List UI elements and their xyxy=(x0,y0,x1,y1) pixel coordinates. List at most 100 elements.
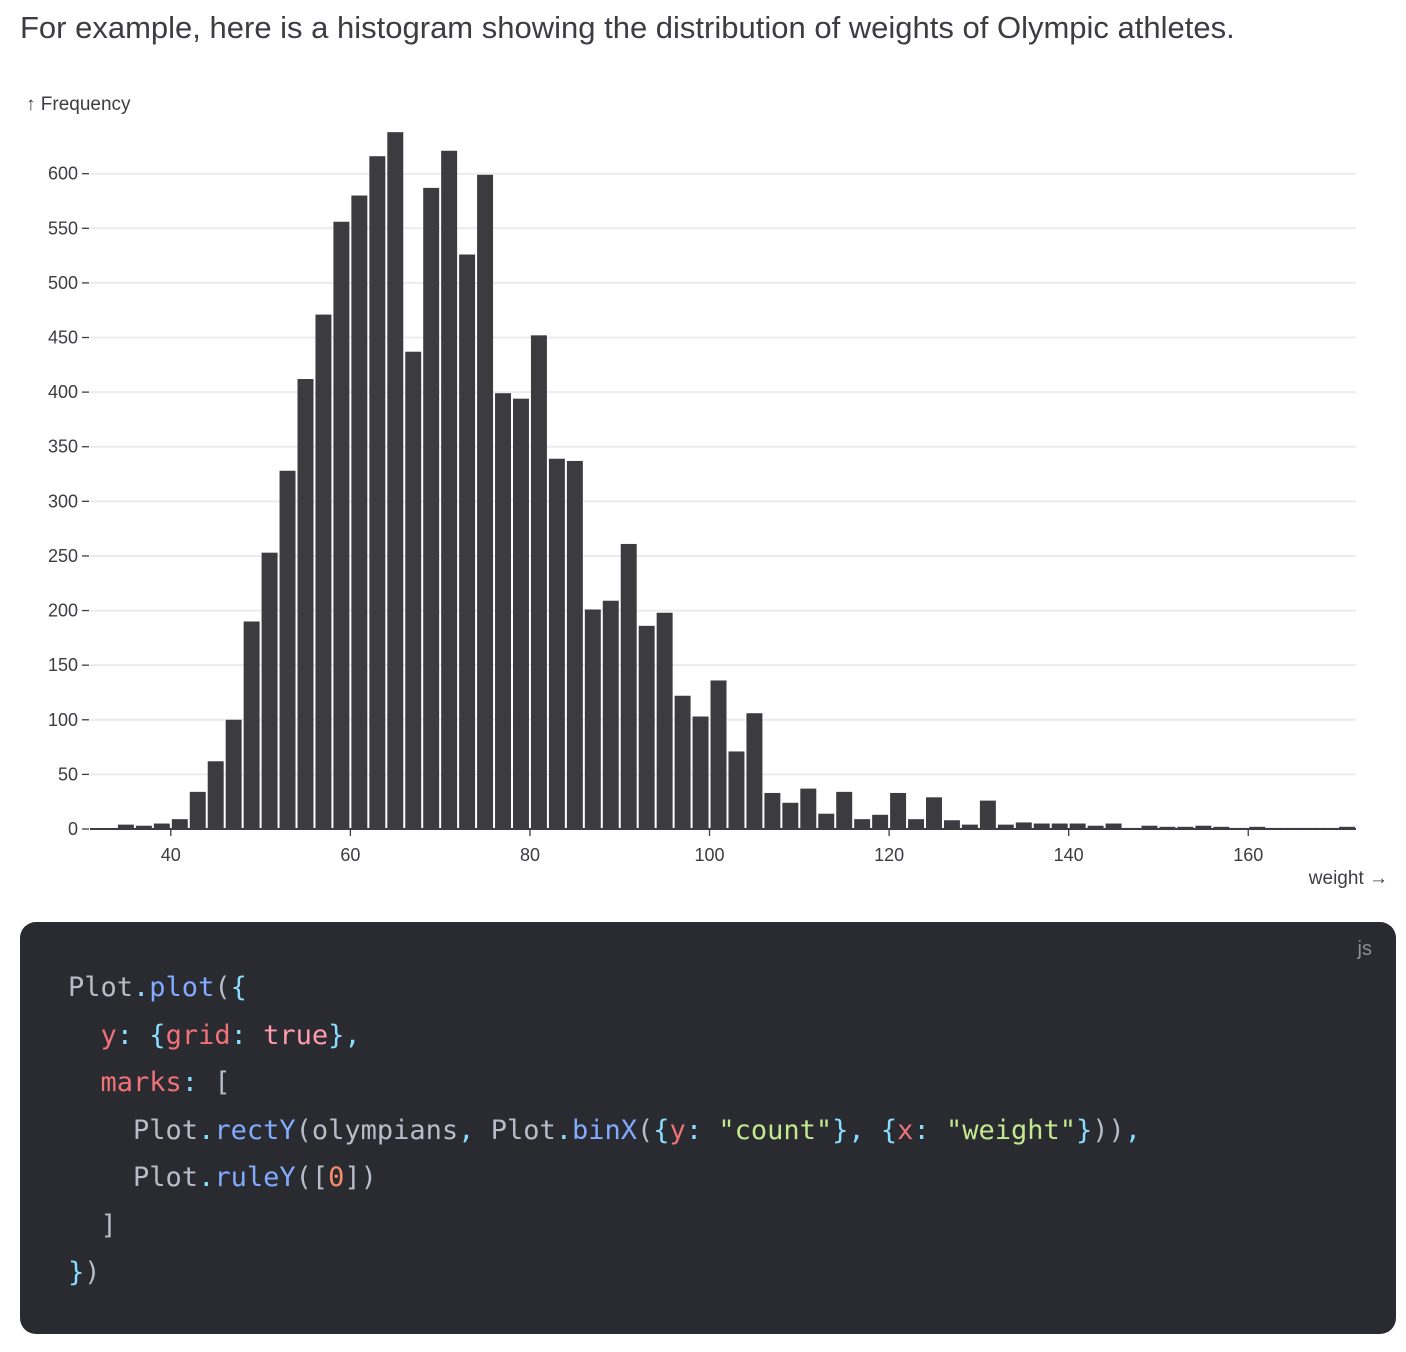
code-token: Plot xyxy=(133,1162,199,1193)
histogram-bar xyxy=(620,543,637,829)
y-tick-label: 150 xyxy=(48,655,78,675)
code-line: ] xyxy=(68,1202,1141,1250)
y-axis: 0 50 100 150 200 250 300 350 400 450 500 550 600 xyxy=(48,164,89,839)
histogram-bar xyxy=(1213,826,1230,829)
histogram-bar xyxy=(1249,826,1266,829)
histogram-bar xyxy=(261,552,278,829)
histogram-bar xyxy=(513,398,529,829)
histogram-bar xyxy=(602,600,619,829)
histogram-bar xyxy=(764,792,781,829)
histogram-bar xyxy=(1105,823,1122,829)
code-token: "weight" xyxy=(945,1114,1076,1146)
histogram-bar xyxy=(997,824,1014,829)
histogram-bar xyxy=(566,460,583,829)
histogram-bar xyxy=(189,791,206,829)
histogram-bar xyxy=(548,458,565,829)
histogram-bar xyxy=(1141,825,1158,829)
histogram-bar xyxy=(530,335,547,829)
code-token: : xyxy=(913,1114,946,1146)
intro-paragraph: For example, here is a histogram showing… xyxy=(20,10,1235,45)
histogram-bar xyxy=(387,132,404,829)
histogram-bar xyxy=(979,800,996,829)
histogram-bar xyxy=(1069,823,1086,829)
histogram-bar xyxy=(1195,825,1212,829)
histogram-bar xyxy=(926,797,942,829)
code-token: )) xyxy=(1092,1114,1125,1146)
code-token: . xyxy=(198,1114,215,1146)
code-token: x xyxy=(897,1114,914,1146)
histogram-bar xyxy=(279,470,296,829)
code-token: : xyxy=(230,1019,264,1051)
code-token xyxy=(68,1210,101,1241)
code-token: . xyxy=(555,1114,572,1146)
code-token: } xyxy=(1076,1114,1093,1146)
code-block[interactable]: js Plot.plot({ y: {grid: true}, marks: [… xyxy=(20,922,1396,1334)
histogram-bar xyxy=(207,761,224,829)
code-language-label: js xyxy=(1357,938,1372,960)
code-token: marks xyxy=(100,1067,182,1098)
code-token: : xyxy=(116,1019,150,1051)
histogram-bar xyxy=(297,379,314,829)
x-tick-label: 120 xyxy=(874,845,904,865)
code-content[interactable]: Plot.plot({ y: {grid: true}, marks: [ Pl… xyxy=(68,964,1141,1297)
y-tick-label: 350 xyxy=(48,437,78,457)
x-axis-label: weight → xyxy=(1308,868,1388,889)
code-token: rectY xyxy=(214,1114,296,1146)
histogram-bar xyxy=(943,820,960,829)
code-token: . xyxy=(198,1162,215,1193)
histogram-bar xyxy=(1159,826,1176,829)
histogram-bar xyxy=(728,751,745,829)
histogram-bar xyxy=(369,156,386,829)
histogram-bar xyxy=(836,791,853,829)
code-token: { xyxy=(880,1114,898,1146)
code-token: (olympians xyxy=(295,1114,459,1146)
histogram-bar xyxy=(315,314,332,829)
code-token: [ xyxy=(214,1067,231,1098)
code-token: 0 xyxy=(328,1162,345,1193)
code-token: y xyxy=(669,1114,686,1146)
y-tick-label: 600 xyxy=(48,164,78,184)
code-token: . xyxy=(133,972,150,1003)
code-token xyxy=(68,1020,101,1051)
code-token: ([ xyxy=(295,1162,329,1193)
code-line: marks: [ xyxy=(68,1059,1141,1107)
histogram-bar xyxy=(351,195,368,829)
y-tick-label: 500 xyxy=(48,273,78,293)
code-token: ] xyxy=(100,1209,117,1241)
code-token: ruleY xyxy=(214,1162,296,1193)
x-tick-label: 140 xyxy=(1054,845,1084,865)
histogram-bar xyxy=(746,713,763,829)
histogram-bars xyxy=(117,132,1355,830)
code-token: ( xyxy=(214,972,231,1003)
histogram-bar xyxy=(800,788,817,829)
y-tick-label: 400 xyxy=(48,382,78,402)
histogram-bar xyxy=(1177,826,1194,829)
histogram-bar xyxy=(117,824,134,829)
histogram-bar xyxy=(782,802,799,829)
histogram-bar xyxy=(441,150,458,829)
code-line: Plot.plot({ xyxy=(68,964,1141,1012)
x-tick-label: 60 xyxy=(340,845,360,865)
y-tick-label: 300 xyxy=(48,491,78,511)
histogram-chart: 0 50 100 150 200 250 300 350 400 450 500 550 600 40 6… xyxy=(26,94,1388,889)
code-token: , xyxy=(1124,1114,1142,1146)
code-token: grid xyxy=(165,1019,231,1051)
code-token: : xyxy=(685,1114,719,1146)
code-token xyxy=(68,1115,133,1146)
histogram-bar xyxy=(135,825,152,829)
code-token: } xyxy=(68,1257,85,1288)
histogram-bar xyxy=(459,254,476,829)
histogram-bar xyxy=(243,621,260,829)
code-token xyxy=(68,1162,133,1193)
code-token: "count" xyxy=(718,1114,833,1146)
histogram-bar xyxy=(1087,825,1104,829)
histogram-bar xyxy=(872,814,889,829)
x-tick-label: 100 xyxy=(695,845,725,865)
code-token: }, xyxy=(328,1019,361,1051)
code-token xyxy=(68,1067,101,1098)
histogram-bar xyxy=(638,625,655,829)
histogram-bar xyxy=(423,187,440,830)
histogram-bar xyxy=(477,174,494,830)
code-line: }) xyxy=(68,1249,1141,1297)
histogram-bar xyxy=(171,819,188,829)
